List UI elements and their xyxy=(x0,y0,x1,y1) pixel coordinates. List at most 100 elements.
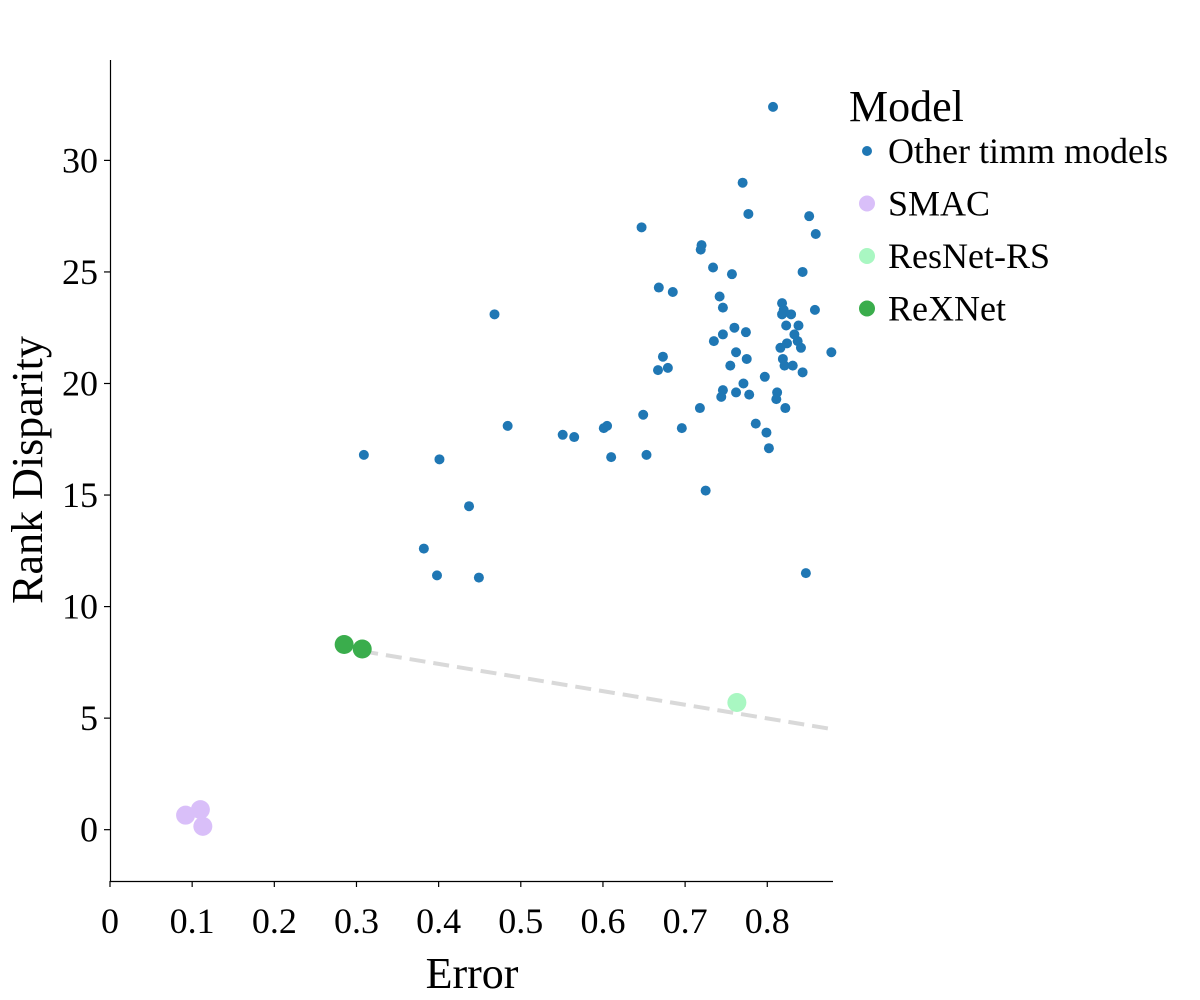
legend-label: SMAC xyxy=(888,184,990,224)
point-other-timm-models xyxy=(676,423,687,434)
point-other-timm-models xyxy=(793,320,804,331)
point-other-timm-models xyxy=(826,347,837,358)
x-tick-label: 0.8 xyxy=(745,901,790,941)
legend-label: Other timm models xyxy=(888,131,1168,171)
point-rexnet xyxy=(334,635,354,655)
point-other-timm-models xyxy=(787,360,798,371)
point-other-timm-models xyxy=(729,322,740,333)
legend-marker xyxy=(862,146,872,156)
point-other-timm-models xyxy=(695,244,706,255)
point-other-timm-models xyxy=(786,309,797,320)
point-other-timm-models xyxy=(768,101,779,112)
point-other-timm-models xyxy=(731,347,742,358)
trend-line xyxy=(361,649,834,732)
point-other-timm-models xyxy=(431,570,442,581)
point-other-timm-models xyxy=(726,269,737,280)
x-tick-label: 0.1 xyxy=(170,901,215,941)
point-other-timm-models xyxy=(740,327,751,338)
point-other-timm-models xyxy=(763,443,774,454)
point-other-timm-models xyxy=(743,208,754,219)
x-tick-label: 0 xyxy=(101,901,119,941)
y-tick-label: 15 xyxy=(62,475,98,515)
point-other-timm-models xyxy=(717,329,728,340)
legend-label: ResNet-RS xyxy=(888,236,1050,276)
point-smac xyxy=(190,800,210,820)
point-other-timm-models xyxy=(606,452,617,463)
point-other-timm-models xyxy=(804,211,815,222)
point-other-timm-models xyxy=(358,449,369,460)
x-tick-label: 0.6 xyxy=(580,901,625,941)
legend-label: ReXNet xyxy=(888,289,1006,329)
point-other-timm-models xyxy=(759,371,770,382)
point-other-timm-models xyxy=(708,262,719,273)
x-tick-label: 0.4 xyxy=(416,901,461,941)
x-ticks: 0 0.1 0.2 0.3 0.4 0.5 0.6 0.7 0.8 xyxy=(101,881,790,941)
y-tick-label: 0 xyxy=(80,810,98,850)
point-other-timm-models xyxy=(780,403,791,414)
y-tick-label: 5 xyxy=(80,698,98,738)
point-other-timm-models xyxy=(781,320,792,331)
y-tick-label: 20 xyxy=(62,363,98,403)
point-other-timm-models xyxy=(667,287,678,298)
point-other-timm-models xyxy=(598,423,609,434)
y-tick-label: 30 xyxy=(62,140,98,180)
point-other-timm-models xyxy=(569,432,580,443)
point-other-timm-models xyxy=(636,222,647,233)
legend-marker xyxy=(859,195,875,212)
point-other-timm-models xyxy=(489,309,500,320)
y-tick-label: 25 xyxy=(62,252,98,292)
point-other-timm-models xyxy=(473,572,484,583)
point-other-timm-models xyxy=(662,362,673,373)
legend: Model Other timm models SMAC ResNet-RS ReXN… xyxy=(849,82,1168,329)
x-tick-label: 0.5 xyxy=(498,901,543,941)
point-other-timm-models xyxy=(775,342,786,353)
x-tick-label: 0.2 xyxy=(252,901,297,941)
point-other-timm-models xyxy=(777,309,788,320)
legend-marker xyxy=(859,248,875,264)
point-other-timm-models xyxy=(737,177,748,188)
legend-title: Model xyxy=(849,82,964,131)
y-axis-title: Rank Disparity xyxy=(3,336,52,604)
point-other-timm-models xyxy=(716,391,727,402)
point-other-timm-models xyxy=(750,418,761,429)
point-other-timm-models xyxy=(795,342,806,353)
point-other-timm-models xyxy=(638,409,649,420)
point-other-timm-models xyxy=(708,336,719,347)
point-other-timm-models xyxy=(741,353,752,364)
point-rexnet xyxy=(352,639,372,659)
point-other-timm-models xyxy=(731,387,742,398)
point-other-timm-models xyxy=(502,420,513,431)
point-other-timm-models xyxy=(464,501,475,512)
point-other-timm-models xyxy=(653,365,664,376)
point-other-timm-models xyxy=(641,449,652,460)
point-other-timm-models xyxy=(800,568,811,579)
x-tick-label: 0.7 xyxy=(663,901,708,941)
point-other-timm-models xyxy=(797,367,808,378)
point-other-timm-models xyxy=(694,403,705,414)
legend-marker xyxy=(859,300,875,317)
point-other-timm-models xyxy=(714,291,725,302)
point-other-timm-models xyxy=(657,351,668,362)
point-other-timm-models xyxy=(725,360,736,371)
point-other-timm-models xyxy=(653,282,664,293)
point-other-timm-models xyxy=(418,543,429,554)
point-other-timm-models xyxy=(810,229,821,240)
y-ticks: 0 5 10 15 20 25 30 xyxy=(62,140,110,850)
x-axis-title: Error xyxy=(426,949,519,998)
point-other-timm-models xyxy=(809,304,820,315)
point-other-timm-models xyxy=(738,378,749,389)
point-other-timm-models xyxy=(557,429,568,440)
point-resnet-rs xyxy=(727,693,747,713)
points-layer xyxy=(176,101,837,836)
trend-line-layer xyxy=(361,649,834,732)
point-other-timm-models xyxy=(761,427,772,438)
point-other-timm-models xyxy=(434,454,445,465)
point-other-timm-models xyxy=(717,302,728,313)
point-other-timm-models xyxy=(771,394,782,405)
point-other-timm-models xyxy=(700,485,711,496)
point-smac xyxy=(176,805,196,825)
x-tick-label: 0.3 xyxy=(334,901,379,941)
point-other-timm-models xyxy=(797,266,808,277)
point-smac xyxy=(193,816,213,836)
